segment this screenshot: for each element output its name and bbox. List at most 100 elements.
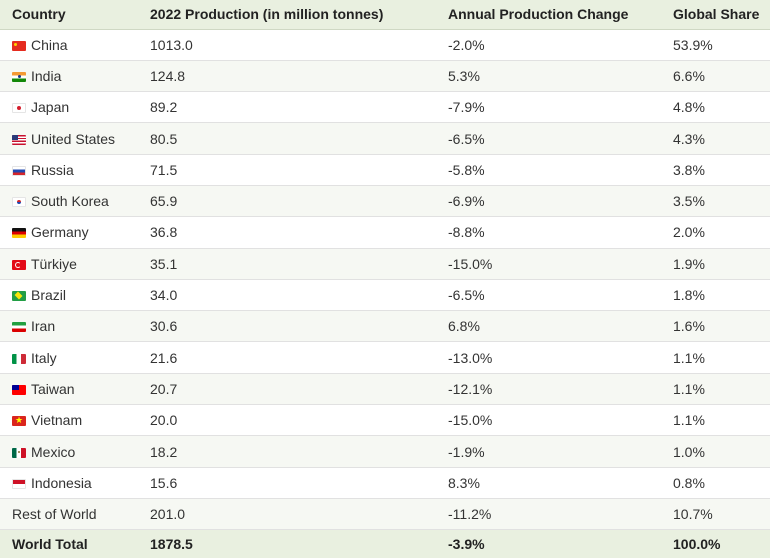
share-cell: 53.9% <box>661 29 770 61</box>
country-name: Germany <box>31 224 89 241</box>
production-cell: 21.6 <box>138 341 436 374</box>
country-name: Mexico <box>31 443 76 460</box>
iran-flag-icon <box>12 322 26 333</box>
table-row: Iran 30.6 6.8% 1.6% <box>0 310 770 343</box>
share-cell: 2.0% <box>661 216 770 249</box>
russia-flag-icon <box>12 165 26 176</box>
table-header: Country 2022 Production (in million tonn… <box>0 0 770 30</box>
share-cell: 1.1% <box>661 404 770 437</box>
share-cell: 1.1% <box>661 341 770 374</box>
italy-flag-icon <box>12 353 26 364</box>
japan-flag-icon <box>12 103 26 114</box>
share-cell: 3.8% <box>661 154 770 186</box>
production-cell: 35.1 <box>138 248 436 280</box>
column-header-production: 2022 Production (in million tonnes) <box>138 0 436 30</box>
production-cell: 124.8 <box>138 60 436 93</box>
share-cell: 1.9% <box>661 248 770 280</box>
country-cell: Mexico <box>0 435 138 468</box>
column-header-change: Annual Production Change <box>436 0 661 30</box>
change-cell: 5.3% <box>436 60 661 93</box>
korea-flag-icon <box>12 197 26 208</box>
country-name: Italy <box>31 349 57 366</box>
table-row: Taiwan 20.7 -12.1% 1.1% <box>0 373 770 406</box>
table-row: Vietnam 20.0-15.0%1.1% <box>0 404 770 437</box>
change-cell: -2.0% <box>436 29 661 61</box>
table-row: Brazil 34.0 -6.5% 1.8% <box>0 279 770 312</box>
country-cell: Vietnam <box>0 404 138 437</box>
production-cell: 201.0 <box>138 498 436 531</box>
share-cell: 4.8% <box>661 91 770 124</box>
mexico-flag-icon <box>12 447 26 458</box>
country-name: South Korea <box>31 193 109 210</box>
column-header-country: Country <box>0 0 138 30</box>
country-cell: Italy <box>0 341 138 374</box>
production-cell: 18.2 <box>138 435 436 468</box>
column-header-share: Global Share <box>661 0 770 30</box>
table-row: Rest of World 201.0 -11.2% 10.7% <box>0 498 770 531</box>
table-footer: World Total 1878.5 -3.9% 100.0% <box>0 529 770 558</box>
country-cell: Iran <box>0 310 138 343</box>
change-cell: -11.2% <box>436 498 661 531</box>
share-cell: 10.7% <box>661 498 770 531</box>
brazil-flag-icon <box>12 291 26 302</box>
production-cell: 80.5 <box>138 122 436 155</box>
share-cell: 4.3% <box>661 122 770 155</box>
table-row: Italy 21.6 -13.0% 1.1% <box>0 341 770 374</box>
change-cell: -8.8% <box>436 216 661 249</box>
production-cell: 34.0 <box>138 279 436 312</box>
share-cell: 3.5% <box>661 185 770 218</box>
country-name: Vietnam <box>31 412 83 429</box>
us-flag-icon <box>12 134 26 145</box>
change-cell: -13.0% <box>436 341 661 374</box>
change-cell: -6.5% <box>436 279 661 312</box>
change-cell: -7.9% <box>436 91 661 124</box>
country-cell: Türkiye <box>0 248 138 280</box>
table-row: Japan 89.2 -7.9% 4.8% <box>0 91 770 124</box>
header-row: Country 2022 Production (in million tonn… <box>0 0 770 30</box>
production-cell: 1013.0 <box>138 29 436 61</box>
country-cell: Indonesia <box>0 467 138 499</box>
table-row: United States 80.5 -6.5% 4.3% <box>0 122 770 155</box>
country-name: Iran <box>31 318 56 335</box>
production-cell: 89.2 <box>138 91 436 124</box>
country-name: China <box>31 36 68 53</box>
total-production: 1878.5 <box>138 529 436 558</box>
change-cell: -15.0% <box>436 248 661 280</box>
change-cell: -6.9% <box>436 185 661 218</box>
production-cell: 15.6 <box>138 467 436 499</box>
production-cell: 65.9 <box>138 185 436 218</box>
india-flag-icon <box>12 71 26 82</box>
total-share: 100.0% <box>661 529 770 558</box>
country-name: United States <box>31 130 116 147</box>
change-cell: -12.1% <box>436 373 661 406</box>
share-cell: 1.0% <box>661 435 770 468</box>
production-cell: 36.8 <box>138 216 436 249</box>
production-cell: 30.6 <box>138 310 436 343</box>
table-row: Russia 71.5 -5.8% 3.8% <box>0 154 770 186</box>
table-row: South Korea 65.9 -6.9% 3.5% <box>0 185 770 218</box>
country-cell: United States <box>0 122 138 155</box>
taiwan-flag-icon <box>12 384 26 395</box>
country-name: Russia <box>31 161 74 178</box>
total-row: World Total 1878.5 -3.9% 100.0% <box>0 529 770 558</box>
country-cell: Rest of World <box>0 498 138 531</box>
change-cell: -5.8% <box>436 154 661 186</box>
country-cell: Brazil <box>0 279 138 312</box>
change-cell: -1.9% <box>436 435 661 468</box>
country-name: Taiwan <box>31 380 75 397</box>
country-cell: Taiwan <box>0 373 138 406</box>
change-cell: -6.5% <box>436 122 661 155</box>
production-cell: 20.7 <box>138 373 436 406</box>
indonesia-flag-icon <box>12 478 26 489</box>
change-cell: -15.0% <box>436 404 661 437</box>
country-cell: Russia <box>0 154 138 186</box>
table-row: Indonesia 15.6 8.3% 0.8% <box>0 467 770 499</box>
vietnam-flag-icon <box>12 416 26 427</box>
change-cell: 6.8% <box>436 310 661 343</box>
turkiye-flag-icon <box>12 259 26 270</box>
table-row: Mexico 18.2 -1.9% 1.0% <box>0 435 770 468</box>
country-cell: Germany <box>0 216 138 249</box>
country-name: Japan <box>31 99 70 116</box>
table-row: Germany 36.8 -8.8% 2.0% <box>0 216 770 249</box>
